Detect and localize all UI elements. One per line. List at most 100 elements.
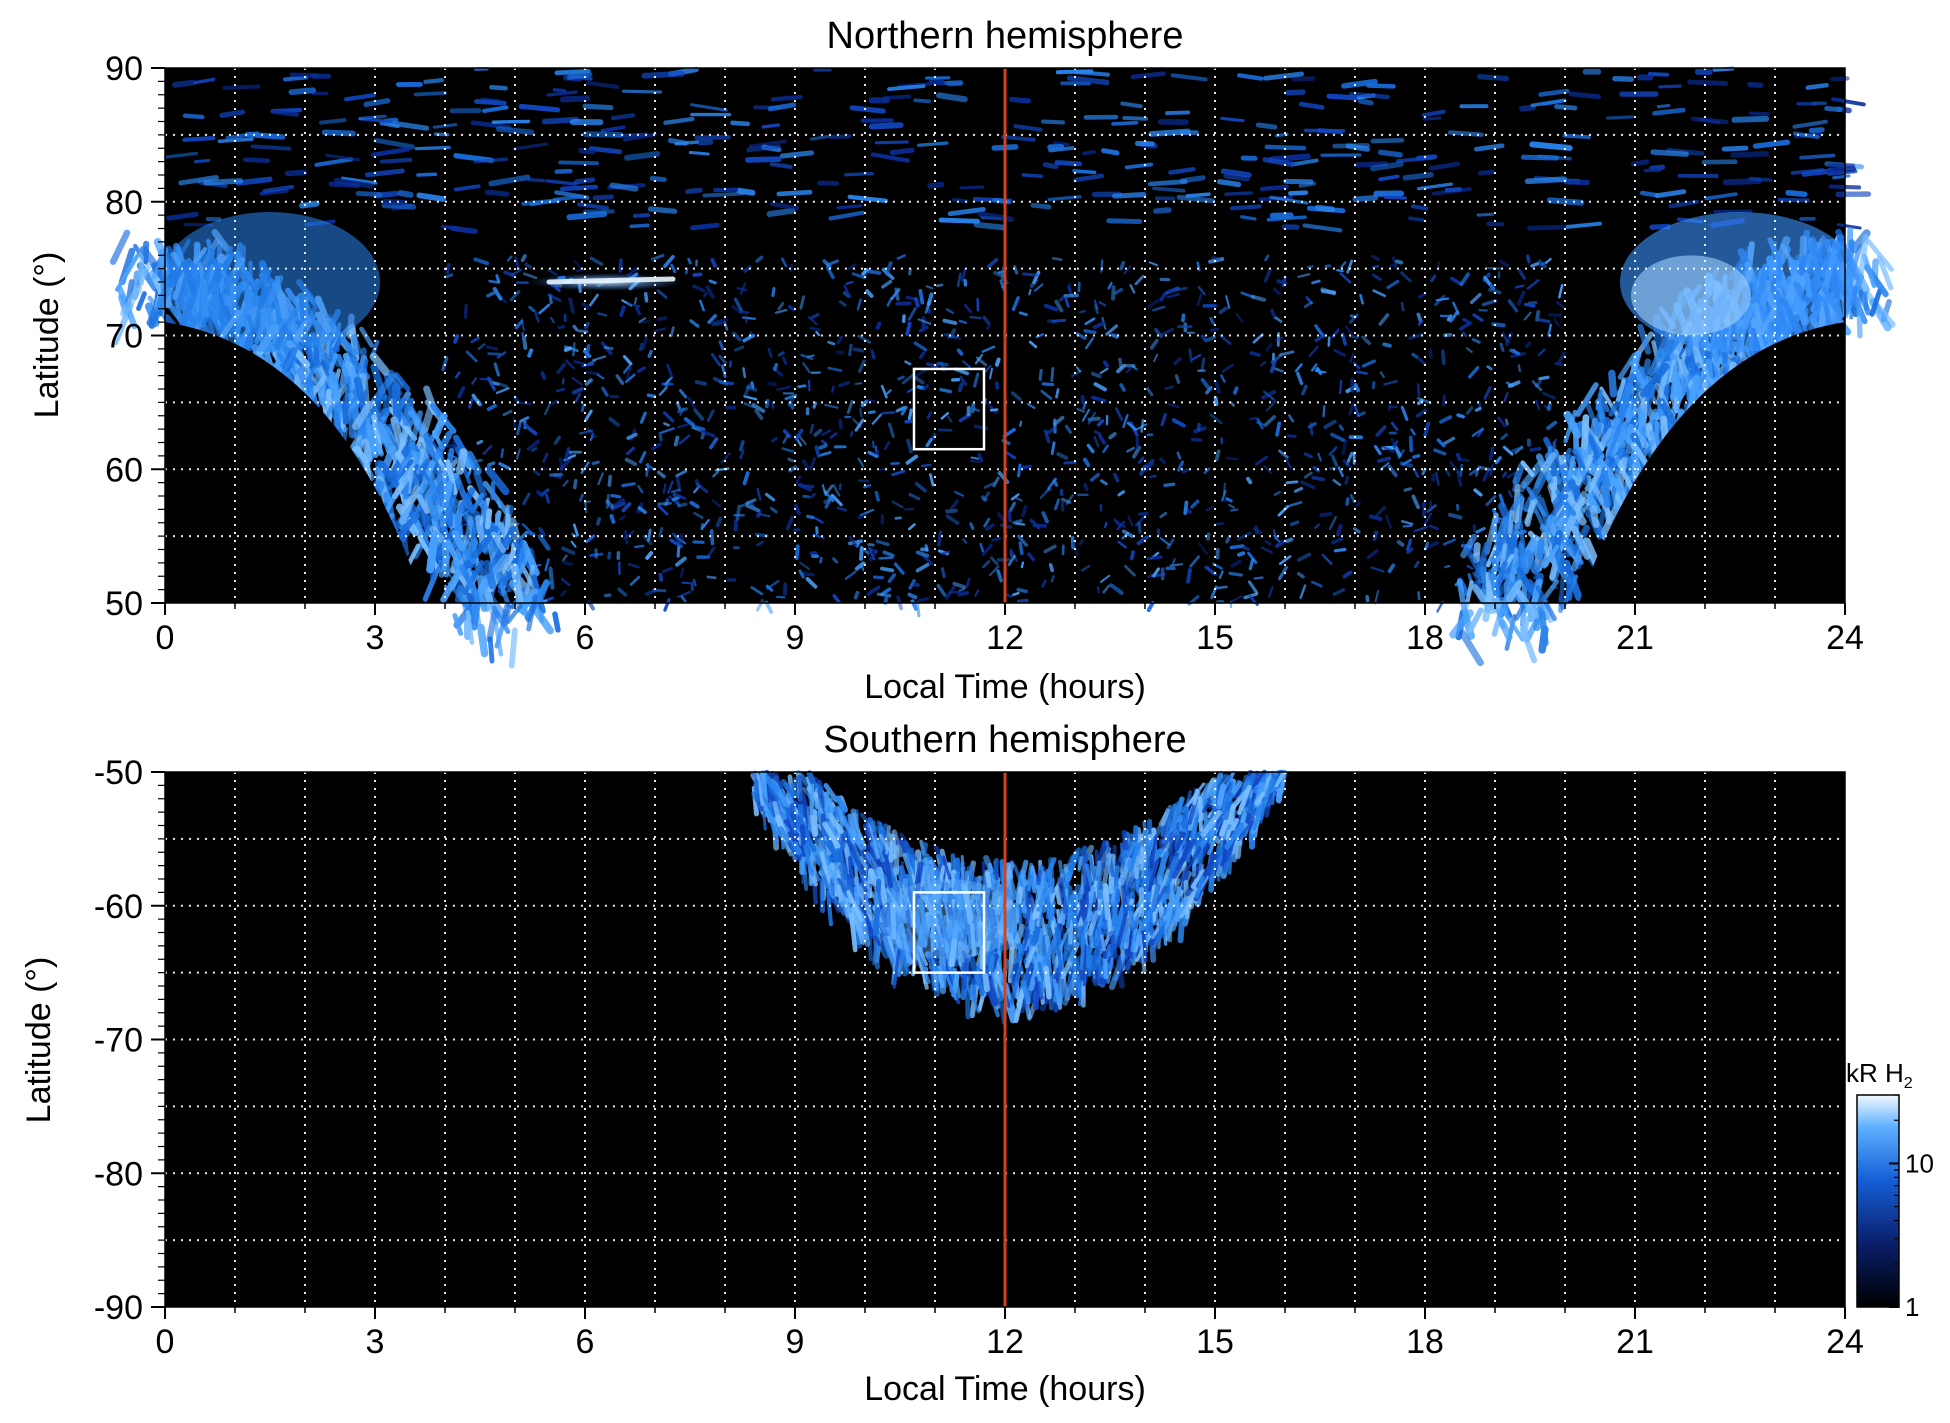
emission-streak	[921, 554, 934, 566]
emission-streak	[650, 442, 662, 451]
emission-streak	[846, 399, 854, 414]
emission-streak	[795, 475, 802, 485]
emission-streak	[432, 412, 448, 439]
emission-streak	[1007, 554, 1016, 567]
emission-streak	[1106, 218, 1143, 224]
emission-streak	[1372, 289, 1387, 298]
emission-streak	[975, 876, 985, 893]
emission-streak	[558, 160, 600, 166]
emission-streak	[891, 469, 906, 477]
emission-streak	[771, 401, 775, 409]
emission-streak	[584, 378, 593, 386]
emission-streak	[710, 352, 721, 367]
emission-streak	[960, 854, 965, 886]
emission-streak	[676, 545, 681, 558]
emission-streak	[1317, 452, 1322, 462]
emission-streak	[486, 610, 498, 643]
emission-streak	[558, 456, 565, 470]
emission-streak	[1391, 256, 1398, 270]
emission-streak	[584, 344, 591, 359]
emission-streak	[954, 490, 964, 497]
emission-streak	[1206, 532, 1211, 541]
emission-streak	[1102, 444, 1109, 453]
emission-streak	[1028, 340, 1038, 349]
emission-streak	[849, 105, 886, 114]
emission-streak	[1043, 544, 1057, 554]
emission-streak	[1459, 272, 1471, 286]
emission-streak	[969, 315, 982, 320]
emission-streak	[1285, 480, 1299, 485]
emission-streak	[495, 572, 512, 609]
emission-streak	[465, 350, 478, 363]
emission-streak	[825, 265, 835, 280]
emission-streak	[578, 147, 596, 155]
emission-streak	[623, 530, 635, 540]
emission-streak	[414, 145, 451, 151]
emission-streak	[646, 528, 652, 543]
emission-streak	[870, 152, 910, 163]
emission-streak	[1489, 464, 1494, 477]
emission-streak	[663, 116, 695, 125]
emission-streak	[836, 335, 844, 345]
emission-streak	[1324, 264, 1332, 268]
emission-streak	[917, 141, 949, 147]
emission-streak	[874, 490, 880, 502]
emission-streak	[553, 435, 561, 445]
emission-streak	[1472, 313, 1484, 322]
emission-streak	[1226, 817, 1240, 839]
emission-streak	[1544, 514, 1555, 537]
emission-streak	[1731, 115, 1770, 123]
emission-streak	[1024, 946, 1036, 969]
emission-streak	[688, 150, 710, 156]
emission-streak	[1080, 564, 1091, 572]
emission-streak	[1328, 515, 1337, 530]
emission-streak	[556, 362, 567, 374]
emission-streak	[931, 432, 937, 441]
emission-streak	[607, 551, 612, 560]
emission-streak	[582, 103, 614, 111]
emission-streak	[1444, 187, 1462, 193]
emission-streak	[1190, 437, 1203, 442]
emission-streak	[675, 556, 687, 567]
emission-streak	[1542, 579, 1560, 601]
emission-streak	[1009, 96, 1032, 104]
emission-streak	[1028, 288, 1032, 296]
emission-streak	[879, 871, 903, 907]
bright-arc-core	[546, 276, 676, 285]
emission-streak	[1083, 482, 1089, 492]
emission-streak	[1400, 520, 1414, 526]
emission-streak	[773, 362, 779, 372]
emission-streak	[779, 150, 815, 159]
emission-streak	[1442, 394, 1447, 407]
emission-streak	[321, 129, 356, 137]
emission-streak	[341, 176, 378, 185]
emission-streak	[662, 483, 667, 494]
emission-streak	[1076, 407, 1085, 413]
emission-streak	[1474, 143, 1505, 152]
emission-streak	[1491, 599, 1507, 637]
emission-streak	[1396, 540, 1405, 547]
emission-streak	[993, 270, 1005, 278]
emission-streak	[785, 515, 795, 531]
emission-streak	[1225, 295, 1231, 309]
emission-streak	[1228, 503, 1236, 509]
emission-streak	[913, 98, 932, 104]
emission-streak	[668, 495, 680, 507]
emission-streak	[1064, 424, 1072, 434]
emission-streak	[1588, 434, 1602, 465]
emission-streak	[1102, 584, 1110, 594]
emission-streak	[1344, 325, 1354, 336]
emission-streak	[679, 567, 685, 578]
emission-streak	[1068, 847, 1082, 872]
emission-streak	[677, 423, 689, 429]
emission-streak	[506, 603, 523, 624]
emission-streak	[969, 522, 975, 531]
emission-streak	[581, 302, 590, 310]
y-tick-label: 90	[105, 50, 143, 88]
emission-streak	[577, 202, 609, 211]
emission-streak	[1051, 257, 1063, 261]
emission-streak	[1338, 424, 1345, 431]
emission-streak	[325, 376, 342, 400]
emission-streak	[1303, 301, 1313, 309]
emission-streak	[1506, 471, 1517, 479]
